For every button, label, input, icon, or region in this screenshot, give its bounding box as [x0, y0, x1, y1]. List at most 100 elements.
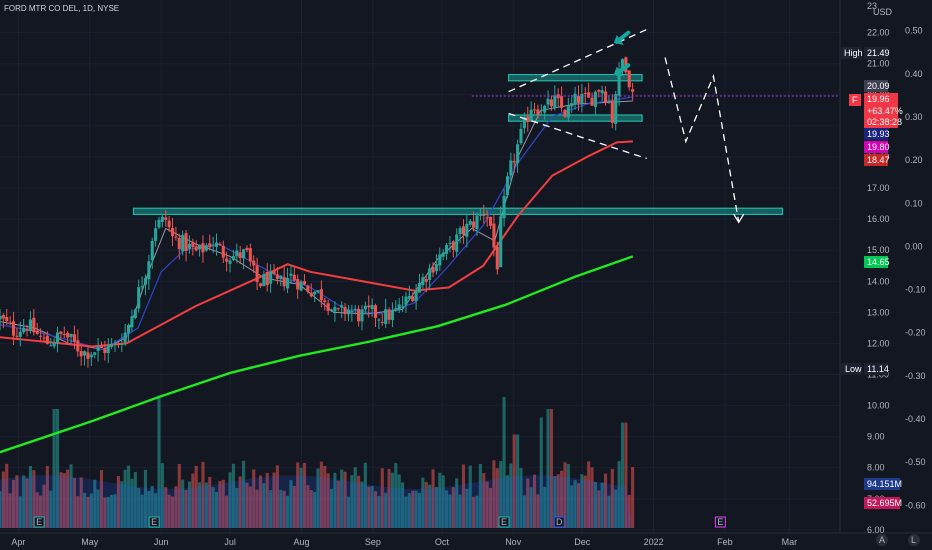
candle-body: [147, 261, 151, 280]
auto-scale-button[interactable]: [876, 534, 888, 546]
volume-bar: [235, 487, 239, 528]
volume-bar: [258, 475, 263, 528]
candle-body: [583, 92, 587, 94]
price-tick-label: 6.00: [867, 525, 885, 535]
volume-bar: [1, 471, 5, 528]
volume-bar: [181, 479, 185, 528]
volume-bar: [394, 463, 398, 528]
candle-body: [441, 252, 445, 257]
volume-bar: [336, 480, 340, 528]
candle-body: [127, 324, 131, 333]
candle-body: [228, 260, 232, 264]
candle-body: [15, 335, 19, 337]
ema-mid-red-line: [0, 140, 633, 348]
volume-bar: [407, 493, 411, 528]
volume-bar: [198, 482, 202, 528]
volume-bar: [49, 490, 53, 528]
volume-bar: [167, 494, 171, 528]
candle-body: [549, 99, 553, 107]
candle-body: [495, 246, 499, 270]
volume-bar: [252, 469, 256, 528]
candle-body: [397, 304, 401, 311]
volume-bar: [110, 494, 114, 528]
volume-bar: [488, 488, 493, 528]
volume-bar: [319, 461, 323, 528]
volume-bar: [86, 496, 90, 528]
volume-bar: [248, 486, 252, 528]
candle-body: [445, 244, 449, 254]
volume-bar: [137, 488, 141, 528]
volume-bar: [563, 462, 567, 528]
candle-body: [516, 144, 520, 163]
low-label-bg: [841, 363, 862, 375]
candle-body: [458, 228, 462, 234]
candle-body: [45, 335, 49, 345]
candle-body: [242, 249, 246, 259]
volume-1-badge: [864, 478, 900, 490]
candle-body: [99, 344, 104, 349]
candle-body: [110, 344, 114, 347]
candle-body: [522, 117, 526, 129]
volume-bar: [404, 496, 408, 528]
candle-body: [512, 161, 516, 163]
volume-bar: [282, 490, 286, 528]
candle-body: [485, 217, 489, 219]
candle-body: [62, 333, 66, 336]
volume-bar: [390, 472, 394, 528]
volume-bar: [553, 476, 557, 528]
candle-body: [360, 309, 364, 322]
time-axis[interactable]: Apr May Jun Jul Aug Sep Oct Nov Dec 2022 Feb Mar: [11, 537, 797, 547]
candle-body: [438, 254, 442, 266]
volume-bar: [607, 495, 611, 528]
volume-bar: [593, 482, 597, 528]
volume-bar: [18, 496, 22, 528]
candle-body: [370, 305, 374, 310]
volume-bar: [103, 497, 107, 528]
candle-body: [448, 242, 452, 244]
candle-body: [417, 282, 422, 293]
volume-bar: [245, 482, 249, 528]
volume-bar: [272, 472, 276, 528]
candle-body: [49, 345, 53, 347]
candle-body: [120, 343, 124, 345]
candle-body: [509, 160, 513, 176]
candle-body: [431, 267, 435, 273]
candle-body: [465, 223, 469, 237]
ma-green-value: 14.65: [867, 257, 890, 267]
candle-body: [22, 327, 26, 333]
drawings-layer: [471, 28, 840, 224]
candle-body: [208, 243, 212, 248]
volume-bar: [79, 477, 83, 528]
event-marker: [498, 516, 510, 528]
candle-body: [52, 342, 56, 347]
volume-bar: [502, 397, 506, 528]
volume-bar: [556, 474, 560, 528]
volume-bar: [343, 471, 347, 528]
indicator-axis[interactable]: 0.50 0.40 0.30 0.20 0.10 0.00 -0.10 -0.20 -0.30 -…: [905, 26, 926, 511]
low-label: Low: [845, 364, 862, 374]
candle-body: [451, 241, 455, 251]
candle-body: [539, 114, 543, 116]
volume-bar: [76, 496, 80, 528]
candle-body: [255, 265, 259, 283]
price-tick-label: 14.00: [867, 276, 890, 286]
candle-body: [279, 275, 283, 279]
volume-bar: [387, 469, 391, 528]
volume-bar: [468, 465, 472, 528]
candle-body: [191, 242, 195, 247]
volume-bar: [242, 460, 246, 528]
candle-body: [1, 315, 5, 319]
candle-body: [69, 333, 73, 338]
candle-body: [123, 332, 127, 343]
volume-bar: [201, 461, 205, 528]
volume-bar: [560, 470, 564, 528]
candle-body: [526, 116, 530, 122]
candle-body: [597, 90, 601, 92]
candle-body: [116, 344, 120, 346]
candle-body: [326, 303, 330, 311]
log-scale-button[interactable]: [908, 534, 920, 546]
candle-body: [306, 285, 310, 292]
candle-body: [299, 281, 303, 291]
candle-body: [600, 90, 604, 94]
